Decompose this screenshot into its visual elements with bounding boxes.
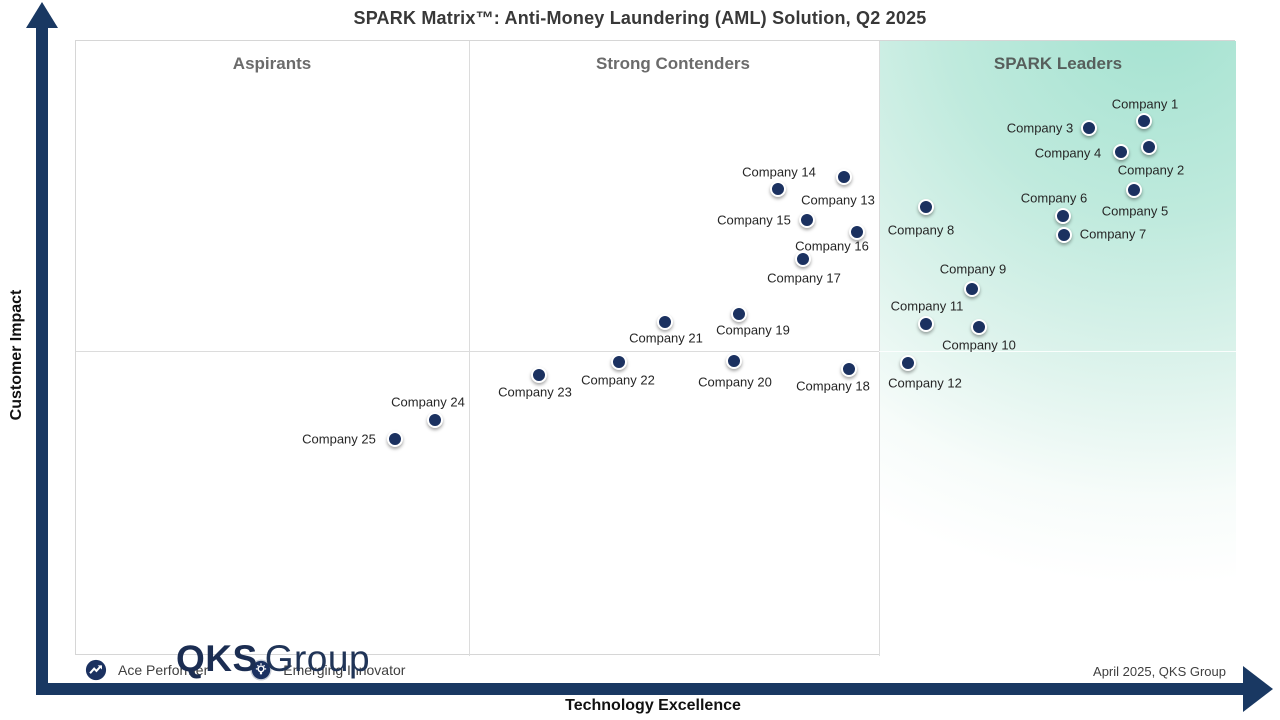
x-axis-bar [36, 683, 1244, 695]
zone-label-aspirants: Aspirants [232, 54, 312, 73]
data-point-company-2 [1141, 139, 1157, 155]
y-axis-bar [36, 24, 48, 694]
data-point-label: Company 7 [1079, 226, 1147, 242]
data-point-label: Company 15 [717, 212, 791, 228]
data-point-label: Company 14 [742, 164, 816, 180]
data-point-label: Company 22 [581, 372, 655, 388]
data-point-company-12 [900, 355, 916, 371]
data-point-company-8 [918, 199, 934, 215]
data-point-label: Company 24 [391, 394, 465, 410]
data-point-company-19 [731, 306, 747, 322]
data-point-label: Company 8 [887, 222, 955, 238]
horizontal-midline [76, 351, 879, 352]
y-axis-arrow-icon [26, 2, 58, 28]
data-point-label: Company 2 [1117, 162, 1185, 178]
data-point-label: Company 18 [796, 378, 870, 394]
data-point-company-6 [1055, 208, 1071, 224]
zone-label-strong-contenders: Strong Contenders [596, 54, 750, 73]
x-axis-arrow-icon [1243, 666, 1273, 712]
data-point-label: Company 3 [1006, 120, 1074, 136]
data-point-label: Company 23 [498, 384, 572, 400]
data-point-company-11 [918, 316, 934, 332]
data-point-label: Company 17 [767, 270, 841, 286]
data-point-company-17 [795, 251, 811, 267]
logo-text-regular: Group [264, 638, 371, 679]
zone-divider-contenders-leaders [879, 41, 880, 656]
data-point-label: Company 10 [942, 337, 1016, 353]
data-point-label: Company 5 [1101, 203, 1169, 219]
data-point-label: Company 6 [1020, 190, 1088, 206]
data-point-company-4 [1113, 144, 1129, 160]
legend-item-ace-performer: Ace Performer [85, 659, 208, 681]
data-point-label: Company 12 [888, 375, 962, 391]
data-point-label: Company 20 [698, 374, 772, 390]
trend-up-icon [85, 659, 107, 681]
plot-area: Aspirants Strong Contenders SPARK Leader… [75, 40, 1236, 679]
zone-divider-aspirants-contenders [469, 41, 470, 656]
zone-label-spark-leaders: SPARK Leaders [993, 54, 1123, 73]
data-point-label: Company 16 [795, 238, 869, 254]
data-point-label: Company 1 [1111, 96, 1179, 112]
qks-group-logo: QKS Group [176, 638, 370, 680]
data-point-company-1 [1136, 113, 1152, 129]
data-point-company-24 [427, 412, 443, 428]
data-point-company-10 [971, 319, 987, 335]
legend-item-emerging-innovator: Emerging Innovator [250, 659, 405, 681]
legend: Ace Performer Emerging Innovator [85, 659, 405, 681]
legend-label: Ace Performer [118, 662, 209, 678]
data-point-company-9 [964, 281, 980, 297]
data-point-company-5 [1126, 182, 1142, 198]
data-point-company-16 [849, 224, 865, 240]
data-point-company-13 [836, 169, 852, 185]
y-axis-label: Customer Impact [8, 289, 25, 421]
data-point-label: Company 9 [939, 261, 1007, 277]
data-point-label: Company 4 [1034, 145, 1102, 161]
data-point-company-25 [387, 431, 403, 447]
data-point-company-18 [841, 361, 857, 377]
lightbulb-icon [250, 659, 272, 681]
data-point-company-22 [611, 354, 627, 370]
footnote-date: April 2025, QKS Group [1093, 664, 1226, 679]
data-point-company-21 [657, 314, 673, 330]
data-point-company-3 [1081, 120, 1097, 136]
chart-title: SPARK Matrix™: Anti-Money Laundering (AM… [353, 8, 927, 28]
data-point-company-20 [726, 353, 742, 369]
data-point-label: Company 19 [716, 322, 790, 338]
horizontal-midline-leaders [879, 351, 1236, 352]
data-point-company-23 [531, 367, 547, 383]
data-point-label: Company 13 [801, 192, 875, 208]
data-point-label: Company 21 [629, 330, 703, 346]
data-point-company-15 [799, 212, 815, 228]
x-axis-label: Technology Excellence [565, 697, 741, 714]
legend-label: Emerging Innovator [283, 662, 406, 678]
spark-leaders-zone-background [879, 41, 1236, 656]
data-point-company-7 [1056, 227, 1072, 243]
data-point-label: Company 11 [890, 298, 964, 314]
data-point-company-14 [770, 181, 786, 197]
data-point-label: Company 25 [302, 431, 376, 447]
logo-text-bold: QKS [176, 638, 258, 679]
